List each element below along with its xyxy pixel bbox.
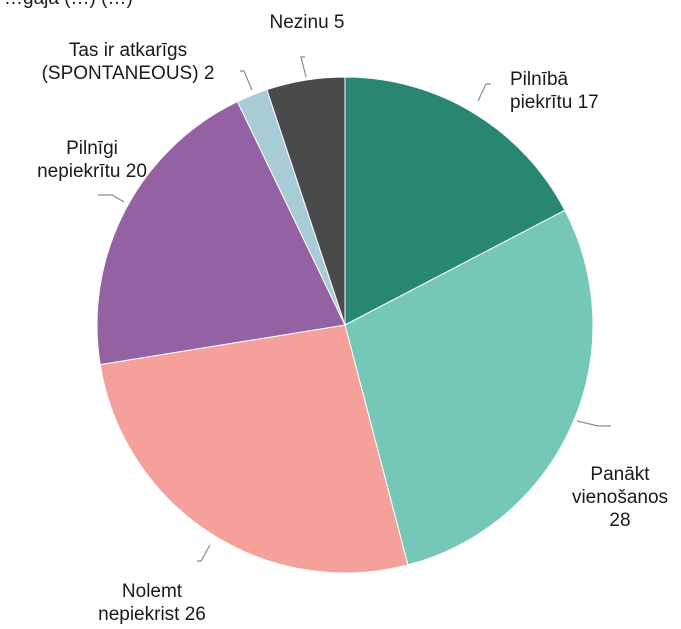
- slice-label-line: vienošanos: [572, 487, 668, 508]
- leader-line-3: [197, 544, 211, 562]
- slice-label-4: Pilnīgi nepiekrītu 20: [37, 138, 147, 182]
- pie-slice-6: [266, 76, 346, 326]
- slice-label-line: Nezinu 5: [270, 12, 345, 33]
- pie-slice-4: [96, 100, 346, 366]
- slice-label-line: Panākt: [590, 464, 650, 485]
- slice-label-line: piekrītu 17: [510, 92, 599, 113]
- leader-line-5: [240, 70, 253, 91]
- pie-slice-2: [344, 209, 594, 566]
- pie-slices: [96, 76, 594, 574]
- pie-slice-1: [344, 76, 566, 326]
- slice-label-line: (SPONTANEOUS) 2: [42, 63, 215, 84]
- slice-label-line: Pilnībā: [510, 69, 569, 90]
- slice-label-line: Pilnīgi: [66, 138, 118, 159]
- leader-line-6: [300, 56, 307, 78]
- slice-label-line: Tas ir atkarīgs: [69, 40, 187, 61]
- slice-label-line: nepiekrītu 20: [37, 161, 147, 182]
- slice-label-line: nepiekrist 26: [98, 604, 206, 625]
- leader-line-4: [98, 194, 125, 203]
- slice-label-2: Panākt vienošanos 28: [572, 464, 668, 531]
- leader-line-1: [477, 83, 491, 102]
- slice-label-1: Pilnībā piekrītu 17: [510, 69, 599, 113]
- slice-labels: Pilnībā piekrītu 17 Panākt vienošanos 28 Nole…: [37, 12, 668, 625]
- slice-label-3: Nolemt nepiekrist 26: [98, 581, 206, 625]
- slice-label-5: Tas ir atkarīgs (SPONTANEOUS) 2: [42, 40, 215, 84]
- slice-label-line: 28: [609, 510, 630, 531]
- chart-title-clipped: …gajā (…) (…): [4, 0, 133, 9]
- slice-label-6: Nezinu 5: [270, 12, 345, 33]
- pie-slice-3: [99, 324, 409, 574]
- leader-lines: [98, 56, 611, 562]
- slice-label-line: Nolemt: [122, 581, 183, 602]
- leader-line-2: [576, 420, 611, 427]
